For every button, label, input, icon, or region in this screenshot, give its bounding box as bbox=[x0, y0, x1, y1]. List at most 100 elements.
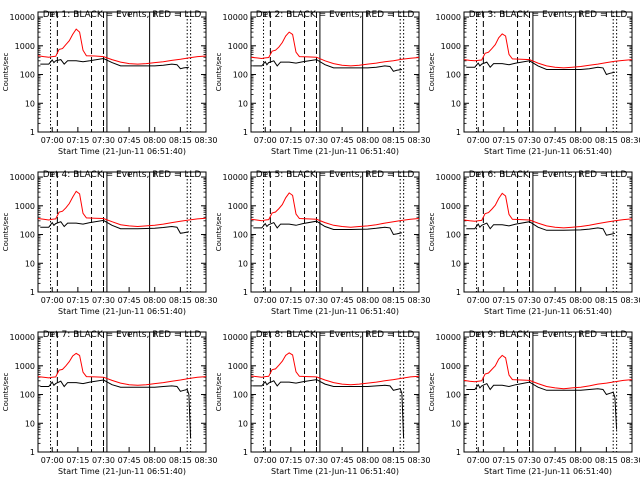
x-tick-label: 07:45 bbox=[544, 296, 567, 305]
y-tick-label: 10000 bbox=[223, 173, 248, 182]
y-tick-label: 1000 bbox=[441, 362, 461, 371]
y-tick-label: 1000 bbox=[441, 202, 461, 211]
x-tick-label: 08:30 bbox=[407, 456, 430, 465]
x-axis-label: Start Time (21-Jun-11 06:51:40) bbox=[58, 147, 186, 156]
chart-title: Det 7: BLACK = Events, RED = LLD bbox=[43, 330, 202, 340]
x-tick-label: 08:15 bbox=[595, 296, 618, 305]
x-tick-label: 07:15 bbox=[279, 456, 302, 465]
series-line-events bbox=[253, 379, 405, 439]
plot-frame bbox=[250, 331, 420, 453]
x-tick-label: 07:15 bbox=[492, 136, 515, 145]
y-tick-label: 10 bbox=[25, 99, 35, 108]
x-tick-label: 08:15 bbox=[382, 296, 405, 305]
series-line-events bbox=[466, 60, 615, 76]
y-tick-label: 10 bbox=[25, 259, 35, 268]
x-tick-label: 08:00 bbox=[569, 136, 592, 145]
y-axis-label: Counts/sec bbox=[2, 373, 10, 412]
y-tick-label: 10000 bbox=[223, 13, 248, 22]
chart-panel: Det 3: BLACK = Events, RED = LLD Counts/s… bbox=[428, 10, 640, 156]
x-tick-label: 08:15 bbox=[595, 456, 618, 465]
x-axis-label: Start Time (21-Jun-11 06:51:40) bbox=[484, 147, 612, 156]
y-tick-label: 10000 bbox=[10, 13, 35, 22]
y-axis-label: Counts/sec bbox=[215, 213, 223, 252]
x-tick-label: 07:45 bbox=[544, 456, 567, 465]
x-tick-label: 08:00 bbox=[569, 296, 592, 305]
series-line-lld bbox=[250, 352, 420, 386]
y-tick-label: 1000 bbox=[228, 202, 248, 211]
y-tick-label: 100 bbox=[446, 391, 461, 400]
chart-panel: Det 9: BLACK = Events, RED = LLD Counts/s… bbox=[428, 330, 640, 476]
y-tick-label: 10 bbox=[238, 259, 248, 268]
series-line-events bbox=[466, 221, 616, 236]
x-tick-label: 08:15 bbox=[382, 136, 405, 145]
chart-panel: Det 5: BLACK = Events, RED = LLD Counts/s… bbox=[215, 170, 431, 316]
x-tick-label: 08:00 bbox=[143, 456, 166, 465]
x-axis-label: Start Time (21-Jun-11 06:51:40) bbox=[484, 467, 612, 476]
series-line-events bbox=[466, 381, 618, 430]
x-tick-label: 07:45 bbox=[118, 296, 141, 305]
x-tick-label: 07:00 bbox=[254, 456, 277, 465]
x-tick-label: 07:30 bbox=[518, 456, 541, 465]
series-line-lld bbox=[37, 352, 207, 386]
x-tick-label: 07:00 bbox=[467, 296, 490, 305]
series-line-events bbox=[40, 57, 189, 70]
chart-title: Det 9: BLACK = Events, RED = LLD bbox=[469, 330, 628, 340]
x-tick-label: 08:30 bbox=[620, 136, 640, 145]
x-tick-label: 07:15 bbox=[66, 136, 89, 145]
chart-panel: Det 1: BLACK = Events, RED = LLD Counts/s… bbox=[2, 10, 218, 156]
x-tick-label: 07:15 bbox=[66, 296, 89, 305]
chart-title: Det 2: BLACK = Events, RED = LLD bbox=[256, 10, 415, 20]
x-tick-label: 07:30 bbox=[92, 136, 115, 145]
y-tick-label: 100 bbox=[20, 231, 35, 240]
x-tick-label: 07:00 bbox=[41, 456, 64, 465]
x-tick-label: 07:15 bbox=[66, 456, 89, 465]
x-tick-label: 07:00 bbox=[467, 136, 490, 145]
y-tick-label: 1000 bbox=[15, 362, 35, 371]
x-axis-label: Start Time (21-Jun-11 06:51:40) bbox=[484, 307, 612, 316]
x-tick-label: 08:30 bbox=[407, 136, 430, 145]
y-tick-label: 1 bbox=[456, 128, 461, 137]
y-tick-label: 1 bbox=[243, 128, 248, 137]
x-tick-label: 07:30 bbox=[305, 136, 328, 145]
x-tick-label: 07:45 bbox=[544, 136, 567, 145]
y-tick-label: 10 bbox=[238, 419, 248, 428]
y-tick-label: 100 bbox=[233, 71, 248, 80]
x-tick-label: 08:30 bbox=[620, 296, 640, 305]
x-tick-label: 07:15 bbox=[279, 296, 302, 305]
y-tick-label: 10000 bbox=[436, 173, 461, 182]
y-tick-label: 1000 bbox=[15, 202, 35, 211]
y-tick-label: 10 bbox=[451, 259, 461, 268]
chart-panel: Det 4: BLACK = Events, RED = LLD Counts/s… bbox=[2, 170, 218, 316]
x-tick-label: 08:30 bbox=[620, 456, 640, 465]
x-tick-label: 08:15 bbox=[169, 456, 192, 465]
x-tick-label: 07:30 bbox=[92, 296, 115, 305]
x-tick-label: 08:00 bbox=[356, 456, 379, 465]
x-tick-label: 07:15 bbox=[492, 456, 515, 465]
plot-frame bbox=[37, 171, 207, 293]
plot-frame bbox=[463, 171, 633, 293]
chart-title: Det 8: BLACK = Events, RED = LLD bbox=[256, 330, 415, 340]
plot-frame bbox=[463, 331, 633, 453]
x-tick-label: 07:30 bbox=[92, 456, 115, 465]
x-tick-label: 07:45 bbox=[118, 136, 141, 145]
x-tick-label: 07:30 bbox=[305, 456, 328, 465]
x-axis-label: Start Time (21-Jun-11 06:51:40) bbox=[271, 147, 399, 156]
chart-title: Det 3: BLACK = Events, RED = LLD bbox=[469, 10, 628, 20]
y-tick-label: 1 bbox=[456, 448, 461, 457]
x-tick-label: 07:45 bbox=[118, 456, 141, 465]
y-axis-label: Counts/sec bbox=[428, 373, 436, 412]
x-axis-label: Start Time (21-Jun-11 06:51:40) bbox=[58, 307, 186, 316]
plot-frame bbox=[37, 331, 207, 453]
y-axis-label: Counts/sec bbox=[2, 213, 10, 252]
y-axis-label: Counts/sec bbox=[428, 53, 436, 92]
y-axis-label: Counts/sec bbox=[2, 53, 10, 92]
chart-title: Det 5: BLACK = Events, RED = LLD bbox=[256, 170, 415, 180]
x-tick-label: 07:00 bbox=[41, 136, 64, 145]
x-tick-label: 08:15 bbox=[382, 456, 405, 465]
x-tick-label: 07:00 bbox=[254, 296, 277, 305]
y-tick-label: 1 bbox=[30, 448, 35, 457]
y-axis-label: Counts/sec bbox=[428, 213, 436, 252]
x-tick-label: 08:30 bbox=[194, 296, 217, 305]
series-line-lld bbox=[250, 31, 420, 67]
